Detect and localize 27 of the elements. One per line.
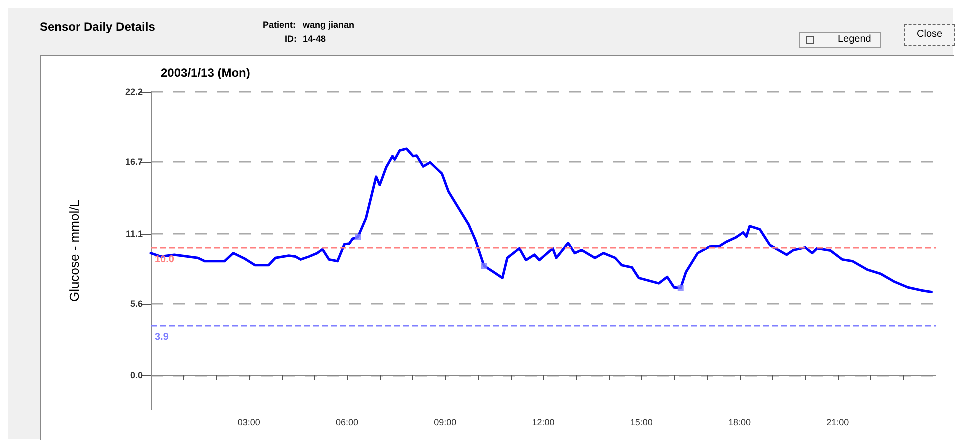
text: ID:: [285, 34, 297, 44]
x-tick-label: 03:00: [238, 418, 260, 428]
text: 14-48: [303, 34, 326, 44]
ref-line-label: 3.9: [155, 332, 170, 344]
point: [481, 263, 488, 270]
chart-title: Sensor Daily Details: [40, 20, 156, 34]
ref-line-label: 10.0: [155, 254, 175, 266]
y-axis-title: Glucose - mmol/L: [67, 200, 82, 302]
line-series: [150, 148, 933, 294]
x-tick-label: 21:00: [826, 418, 850, 428]
text: wang jianan: [303, 20, 355, 30]
x-tick-label: 12:00: [532, 418, 555, 428]
x-tick-label: 15:00: [630, 418, 653, 428]
chart-subtitle: 2003/1/13 (Mon): [161, 66, 250, 80]
y-tick-label: 11.1: [126, 228, 143, 239]
y-tick-label: 16.7: [125, 157, 143, 168]
y-tick-label: 5.6: [130, 299, 143, 309]
x-tick-label: 06:00: [336, 418, 359, 428]
text: Patient:: [263, 20, 296, 30]
point: [355, 234, 362, 240]
x-tick-label: 09:00: [434, 418, 457, 428]
x-tick-label: 18:00: [728, 418, 752, 428]
text: Legend: [838, 34, 872, 45]
point: [678, 285, 684, 292]
y-tick-label: 22.2: [125, 87, 143, 97]
y-tick-label: 0.0: [130, 370, 143, 381]
text: Close: [917, 29, 943, 40]
